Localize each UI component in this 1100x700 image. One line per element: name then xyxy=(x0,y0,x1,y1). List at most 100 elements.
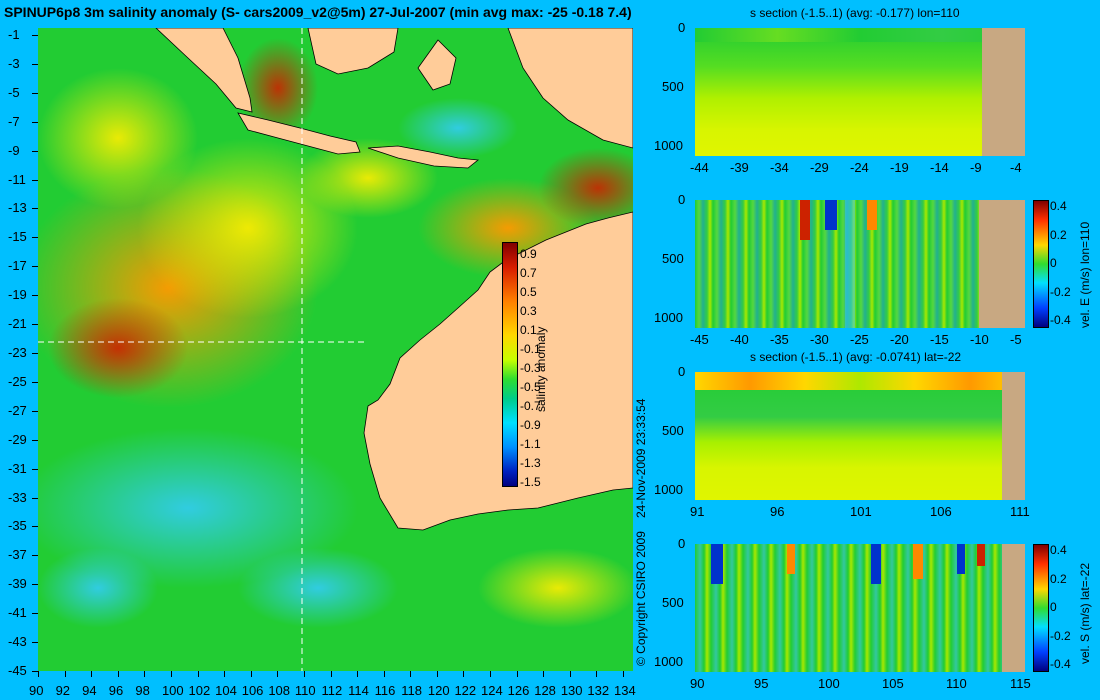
map-y-tick-label: -35 xyxy=(8,518,27,534)
sumatra-landmass xyxy=(155,28,253,113)
tick-mark xyxy=(32,121,38,123)
velocity-colorbar-tick-label: 0.4 xyxy=(1050,543,1067,557)
velocity-colorbar-tick-label: -0.4 xyxy=(1050,657,1071,671)
section-x-tick-label: -20 xyxy=(890,332,909,347)
tick-mark xyxy=(32,179,38,181)
section-y-tick-label: 1000 xyxy=(654,310,683,325)
section-2-land xyxy=(978,200,1025,328)
section-x-tick-label: 115 xyxy=(1010,676,1031,691)
tick-mark xyxy=(516,671,518,677)
section-y-tick-label: 0 xyxy=(678,192,686,207)
section-4-jet xyxy=(957,544,965,574)
section-x-tick-label: 100 xyxy=(818,676,840,691)
tick-mark xyxy=(117,671,119,677)
tick-mark xyxy=(32,584,38,586)
section-y-tick-label: 500 xyxy=(662,79,684,94)
anomaly-patch xyxy=(48,298,188,398)
section-x-tick-label: -44 xyxy=(690,160,709,175)
tick-mark xyxy=(32,63,38,65)
map-x-tick-label: 122 xyxy=(454,683,477,698)
anomaly-patch xyxy=(38,68,198,208)
tick-mark xyxy=(32,613,38,615)
anomaly-patch xyxy=(398,98,518,158)
section-2-plot xyxy=(695,200,1025,328)
map-y-tick-label: -5 xyxy=(8,84,20,100)
map-y-tick-label: -43 xyxy=(8,634,27,650)
section-x-tick-label: 110 xyxy=(946,676,967,691)
anomaly-patch xyxy=(38,548,158,628)
tick-mark xyxy=(32,237,38,239)
section-4-jet xyxy=(913,544,923,579)
map-x-tick-label: 114 xyxy=(348,683,369,698)
section-x-tick-label: -35 xyxy=(770,332,789,347)
java-landmass xyxy=(237,112,361,155)
tick-mark xyxy=(224,671,226,677)
section-x-tick-label: 101 xyxy=(850,504,872,519)
map-x-tick-label: 106 xyxy=(241,683,264,698)
section-y-tick-label: 500 xyxy=(662,251,684,266)
colorbar-label: salinity anomaly xyxy=(534,326,548,412)
section-x-tick-label: 95 xyxy=(754,676,769,691)
map-y-tick-label: -1 xyxy=(8,27,20,42)
tick-mark xyxy=(144,671,146,677)
map-y-tick-label: -41 xyxy=(8,605,27,621)
map-y-tick-label: -23 xyxy=(8,345,27,360)
map-y-tick-label: -31 xyxy=(8,460,27,476)
map-y-tick-label: -45 xyxy=(8,663,27,678)
borneo-landmass xyxy=(307,28,399,75)
map-x-tick-label: 132 xyxy=(587,683,610,698)
tick-mark xyxy=(32,526,38,528)
tick-mark xyxy=(38,671,39,677)
section-y-tick-label: 1000 xyxy=(654,654,683,669)
map-y-tick-label: -25 xyxy=(8,373,27,389)
tick-mark xyxy=(463,671,465,677)
section-1-land xyxy=(982,28,1025,156)
section-x-tick-label: -29 xyxy=(810,160,829,175)
section-x-tick-label: -30 xyxy=(810,332,829,347)
section-y-tick-label: 1000 xyxy=(654,482,683,497)
section-x-tick-label: 111 xyxy=(1010,504,1030,519)
tick-mark xyxy=(64,671,66,677)
section-4-land xyxy=(1001,544,1025,672)
tick-mark xyxy=(32,671,38,672)
section-2-jet xyxy=(800,200,810,240)
map-x-tick-label: 118 xyxy=(401,683,422,698)
section-3-title: s section (-1.5..1) (avg: -0.0741) lat=-… xyxy=(750,350,962,364)
section-x-tick-label: 106 xyxy=(930,504,952,519)
tick-mark xyxy=(32,353,38,354)
tick-mark xyxy=(32,208,38,210)
section-4-colorbar xyxy=(1033,544,1049,672)
section-x-tick-label: -4 xyxy=(1010,160,1022,175)
map-y-tick-label: -13 xyxy=(8,200,27,216)
velocity-colorbar-tick-label: -0.4 xyxy=(1050,313,1071,327)
map-x-tick-label: 128 xyxy=(534,683,556,698)
tick-mark xyxy=(32,555,38,557)
anomaly-patch xyxy=(538,148,633,228)
velocity-colorbar-tick-label: 0.2 xyxy=(1050,571,1067,586)
section-x-tick-label: -5 xyxy=(1010,332,1022,347)
tick-mark xyxy=(383,671,385,677)
map-x-tick-label: 126 xyxy=(507,683,530,698)
map-x-tick-label: 120 xyxy=(427,683,450,698)
colorbar-tick-label: -0.3 xyxy=(520,361,541,375)
map-y-tick-label: -3 xyxy=(8,55,20,71)
section-y-tick-label: 1000 xyxy=(654,138,683,153)
salinity-colorbar xyxy=(502,242,518,487)
section-x-tick-label: -9 xyxy=(970,160,982,175)
map-y-tick-label: -27 xyxy=(8,402,27,418)
section-4-colorbar-label: vel. S (m/s) lat=-22 xyxy=(1078,562,1092,664)
section-y-tick-label: 500 xyxy=(662,423,684,438)
velocity-colorbar-tick-label: 0.2 xyxy=(1050,227,1067,242)
copyright-text: © Copyright CSIRO 2009 xyxy=(634,531,648,666)
map-y-tick-label: -9 xyxy=(8,142,20,158)
map-x-tick-label: 112 xyxy=(321,683,343,698)
colorbar-tick-label: -1.3 xyxy=(520,456,541,470)
section-y-tick-label: 500 xyxy=(662,595,684,610)
section-x-tick-label: 105 xyxy=(882,676,904,691)
map-y-tick-label: -15 xyxy=(8,229,27,245)
colorbar-tick-label: 0.9 xyxy=(520,247,537,261)
salinity-map xyxy=(38,28,633,671)
tick-mark xyxy=(32,468,38,470)
tick-mark xyxy=(410,671,412,677)
map-x-tick-label: 104 xyxy=(215,683,237,698)
